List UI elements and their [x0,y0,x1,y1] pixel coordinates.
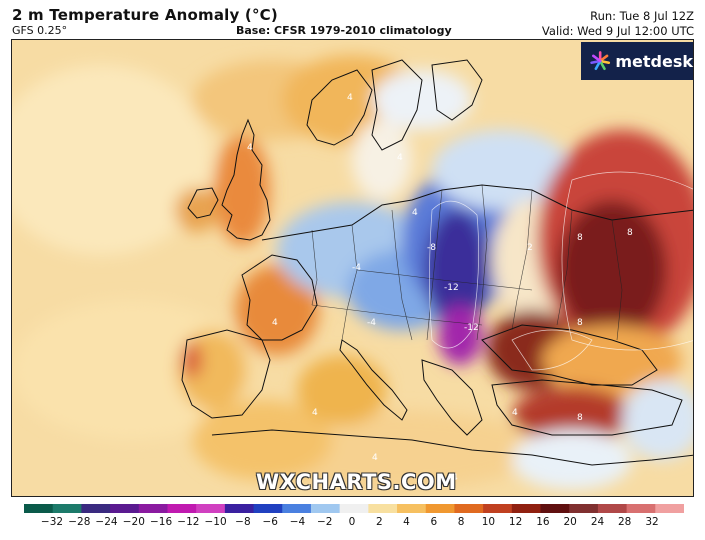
colorbar-tick-label: −10 [204,516,227,528]
great-britain [221,118,271,241]
model-name: GFS 0.25° [12,24,68,37]
colorbar-segment [540,504,570,513]
anomaly-label: 4 [272,318,278,328]
finland [431,59,483,121]
colorbar-segment [224,504,255,513]
colorbar-segment [454,504,484,513]
colorbar-segment [310,504,341,513]
ireland [187,187,219,219]
anomaly-label: 4 [397,153,403,163]
colorbar-tick-label: 32 [645,516,659,528]
anomaly-label: -12 [464,323,479,333]
colorbar-segment [196,504,226,513]
run-time: Run: Tue 8 Jul 12Z [590,9,694,23]
colorbar-tick-label: −16 [150,516,173,528]
france [241,254,318,341]
anomaly-label: 4 [347,93,353,103]
colorbar-segment [626,504,656,513]
colorbar-segment [597,504,628,513]
anomaly-label: 4 [452,473,458,483]
norway-coast [306,69,373,146]
colorbar-tick-label: −24 [95,516,118,528]
colorbar-segment [167,504,197,513]
colorbar-segment [253,504,283,513]
colorbar-tick-label: 20 [563,516,577,528]
anomaly-field [12,55,693,490]
valid-time: Valid: Wed 9 Jul 12:00 UTC [541,24,694,38]
colorbar-tick-label: 0 [348,516,356,528]
colorbar-tick-label: −6 [262,516,278,528]
metdesk-brand: metdesk [581,42,693,80]
metdesk-logo-icon [590,51,611,71]
colorbar-tick-label: 4 [403,516,410,528]
colorbar-segment [569,504,599,513]
colorbar-segment [24,504,54,513]
anatolia [491,379,683,436]
brand-name: metdesk [615,51,693,71]
colorbar-segment [282,504,312,513]
colorbar-segment [368,504,398,513]
anomaly-labels: 4 4 4 4 4 2 8 8 8 8 -4 -4 -12 -12 -8 4 4… [247,93,633,483]
italy [339,339,408,421]
country-borders [311,184,623,341]
colorbar [24,504,684,513]
colorbar-tick-label: −20 [122,516,145,528]
anomaly-label: -4 [367,318,376,328]
anomaly-label: -12 [444,283,459,293]
anomaly-contours [429,171,693,371]
anomaly-label: -8 [427,243,436,253]
colorbar-segment [483,504,513,513]
black-sea [481,324,658,386]
colorbar-tick-label: −4 [289,516,306,528]
anomaly-map: 4 4 4 4 4 2 8 8 8 8 -4 -4 -12 -12 -8 4 4… [11,39,694,497]
anomaly-label: 8 [577,318,583,328]
colorbar-tick-label: 2 [375,516,383,528]
colorbar-tick-label: 28 [618,516,632,528]
colorbar-segment [110,504,140,513]
iberia [181,329,271,419]
colorbar-ticks: −32 −28 −24 −20 −16 −12 −10 −8 −6 −4 −2 0 2 4 6 8 10 12 16… [0,516,705,532]
watermark: WXCHARTS.COM [256,470,457,494]
colorbar-tick-label: −8 [235,516,251,528]
colorbar-segment [138,504,168,513]
colorbar-segment [339,504,369,513]
anomaly-label: 4 [412,208,418,218]
colorbar-tick-label: 8 [457,516,465,528]
colorbar-tick-label: −12 [177,516,200,528]
colorbar-tick-label: 16 [536,516,550,528]
colorbar-segment [655,504,684,513]
colorbar-segment [52,504,82,513]
colorbar-tick-label: 24 [590,516,605,528]
anomaly-label: 8 [627,228,633,238]
anomaly-label: 2 [527,243,533,253]
anomaly-label: 4 [512,408,518,418]
colorbar-tick-label: 6 [430,516,438,528]
map-canvas: 4 4 4 4 4 2 8 8 8 8 -4 -4 -12 -12 -8 4 4… [12,40,693,496]
colorbar-tick-label: −28 [68,516,91,528]
anomaly-label: -4 [352,263,361,273]
balkans [421,359,483,436]
colorbar-tick-label: −32 [40,516,64,528]
colorbar-tick-label: 10 [481,516,496,528]
climatology-base: Base: CFSR 1979-2010 climatology [236,24,452,37]
chart-title: 2 m Temperature Anomaly (°C) [12,6,278,24]
anomaly-label: 8 [577,233,583,243]
anomaly-label: 4 [312,408,318,418]
colorbar-segment [511,504,542,513]
anomaly-label: 4 [247,143,253,153]
colorbar-segment [81,504,111,513]
colorbar-segment [425,504,455,513]
colorbar-segment [397,504,427,513]
sweden [371,59,423,151]
colorbar-tick-label: −2 [316,516,333,528]
anomaly-label: 8 [577,413,583,423]
anomaly-label: 4 [372,453,378,463]
colorbar-tick-label: 12 [508,516,523,528]
north-africa-coast [211,429,693,466]
